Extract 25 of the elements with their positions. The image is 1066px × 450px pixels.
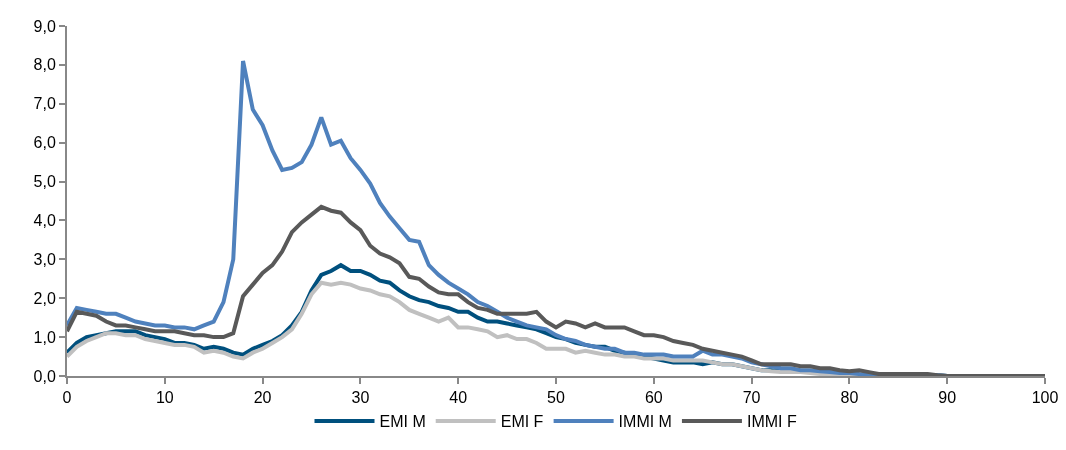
y-tick-label: 8,0 <box>33 56 56 74</box>
legend-label: EMI M <box>379 413 426 431</box>
x-tick-label: 80 <box>840 389 859 407</box>
y-tick-label: 9,0 <box>33 17 56 35</box>
y-tick-label: 6,0 <box>33 134 56 152</box>
y-tick-label: 4,0 <box>33 212 56 230</box>
y-tick-label: 2,0 <box>33 289 56 307</box>
x-tick-label: 90 <box>938 389 957 407</box>
y-tick-label: 0,0 <box>33 367 56 385</box>
x-tick-label: 20 <box>253 389 272 407</box>
y-tick-label: 7,0 <box>33 95 56 113</box>
x-tick-label: 30 <box>351 389 370 407</box>
legend-label: EMI F <box>500 413 544 431</box>
y-tick-label: 5,0 <box>33 173 56 191</box>
x-tick-label: 10 <box>155 389 174 407</box>
x-tick-label: 100 <box>1031 389 1059 407</box>
x-tick-label: 50 <box>547 389 565 407</box>
y-tick-label: 1,0 <box>33 328 56 346</box>
x-tick-label: 0 <box>62 389 72 407</box>
x-tick-label: 70 <box>742 389 761 407</box>
x-tick-label: 60 <box>644 389 663 407</box>
y-tick-label: 3,0 <box>33 250 56 268</box>
legend-label: IMMI M <box>618 413 672 431</box>
legend-label: IMMI F <box>746 413 797 431</box>
x-tick-label: 40 <box>449 389 468 407</box>
